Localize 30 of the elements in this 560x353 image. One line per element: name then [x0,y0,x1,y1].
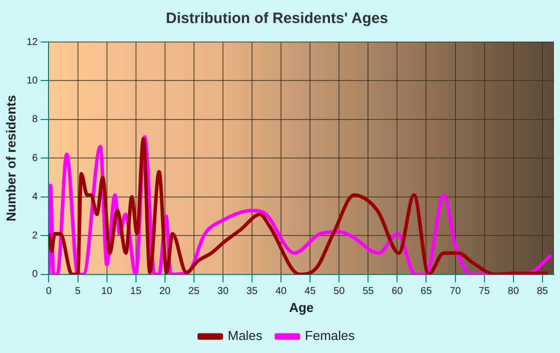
x-tick-label: 35 [246,286,258,298]
x-tick-label: 60 [392,286,404,298]
legend-label: Males [228,328,263,344]
x-tick-label: 20 [159,286,171,298]
x-tick-label: 50 [334,286,346,298]
y-tick-label: 8 [32,114,38,126]
x-tick-label: 15 [130,286,142,298]
x-tick-label: 70 [450,286,462,298]
legend-label: Females [304,328,356,344]
y-tick-label: 0 [32,269,38,280]
x-tick-label: 85 [536,286,548,298]
x-tick-label: 80 [508,286,520,298]
x-axis-title: Age [289,300,314,315]
y-tick-label: 2 [32,230,38,242]
chart-title: Distribution of Residents' Ages [166,10,388,28]
y-axis-title: Number of residents [3,94,18,222]
x-tick-label: 5 [74,286,81,298]
y-tick-label: 6 [32,152,38,164]
y-tick-label: 4 [32,192,38,203]
x-tick-label: 45 [304,286,316,298]
x-tick-label: 40 [275,286,288,298]
x-tick-label: 65 [420,286,432,298]
y-tick-label: 12 [26,36,38,48]
y-tick-label: 10 [26,75,38,86]
x-tick-label: 25 [188,286,200,298]
x-tick-label: 55 [362,286,374,298]
x-tick-label: 30 [217,286,229,298]
x-tick-label: 10 [101,286,113,298]
x-tick-label: 0 [46,286,52,298]
x-tick-label: 75 [478,286,490,298]
